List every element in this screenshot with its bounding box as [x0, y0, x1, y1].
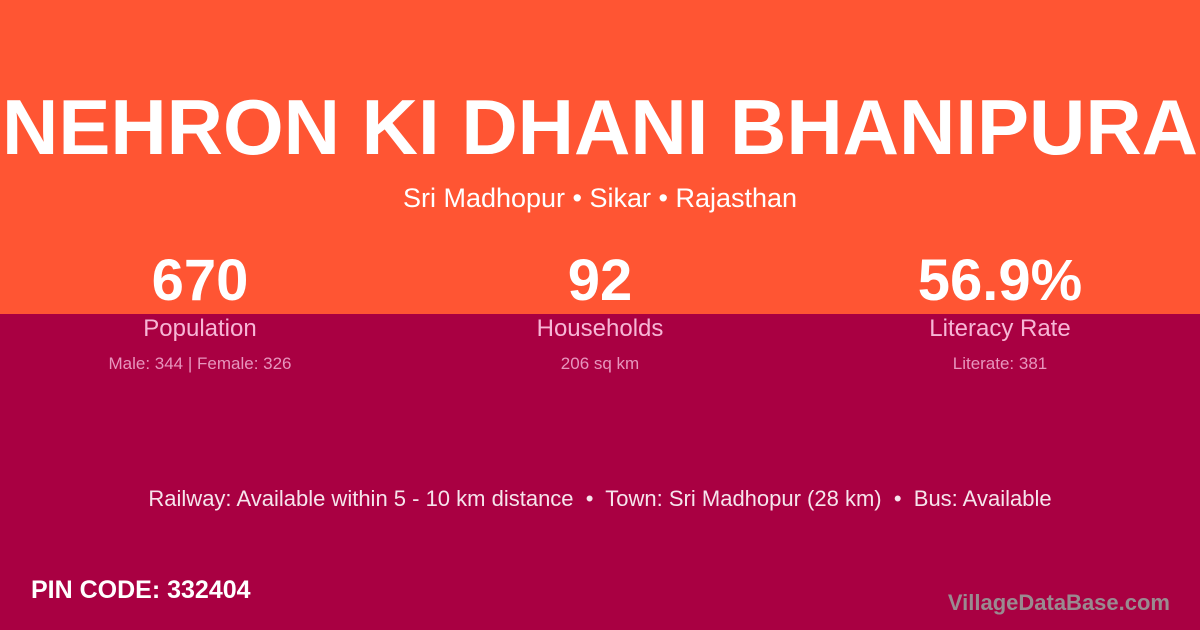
households-label: Households: [536, 315, 664, 342]
connectivity-info: Railway: Available within 5 - 10 km dist…: [148, 486, 1052, 511]
households-value: 92: [567, 248, 633, 313]
population-label: Population: [143, 315, 257, 342]
literacy-detail: Literate: 381: [952, 354, 1048, 373]
location-breadcrumb: Sri Madhopur • Sikar • Rajasthan: [402, 183, 798, 213]
population-value: 670: [151, 248, 249, 313]
population-detail: Male: 344 | Female: 326: [108, 354, 292, 373]
literacy-value: 56.9%: [917, 248, 1083, 313]
area-detail: 206 sq km: [560, 354, 640, 373]
pin-code: PIN CODE: 332404: [31, 576, 251, 604]
brand-logo: VillageDataBase.com: [947, 590, 1170, 615]
village-title: NEHRON KI DHANI BHANIPURA: [1, 83, 1198, 171]
literacy-label: Literacy Rate: [929, 315, 1071, 342]
header-band: [0, 0, 1200, 314]
